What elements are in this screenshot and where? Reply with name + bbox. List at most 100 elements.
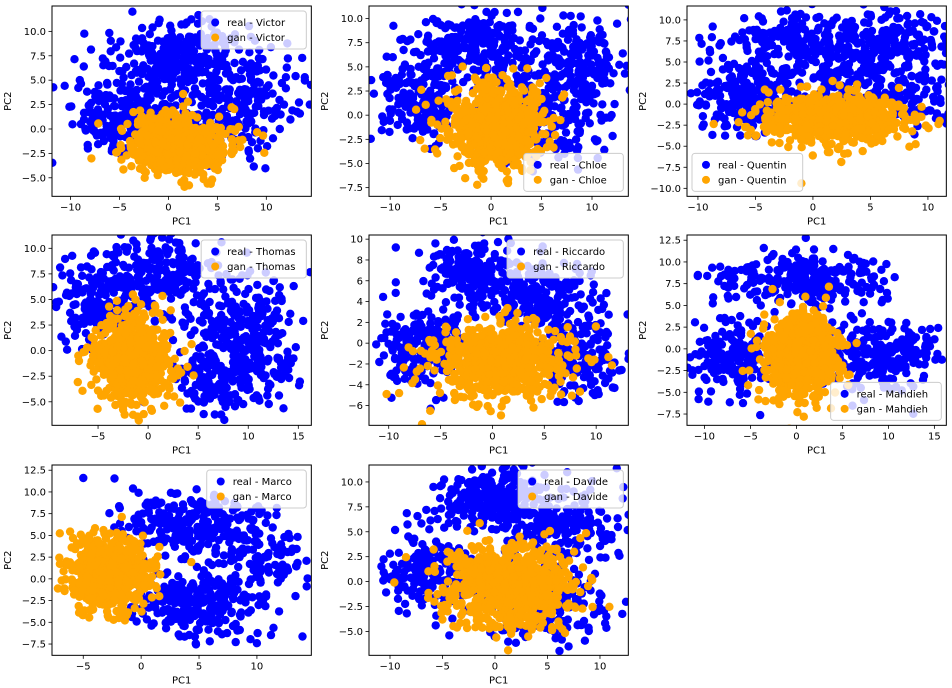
scatter-point xyxy=(859,18,869,27)
scatter-point xyxy=(844,78,854,87)
scatter-point xyxy=(183,97,193,106)
scatter-point xyxy=(796,135,806,145)
scatter-point xyxy=(250,80,259,89)
scatter-point xyxy=(102,263,112,272)
scatter-point xyxy=(424,31,433,40)
scatter-point xyxy=(933,119,943,129)
scatter-point xyxy=(514,7,523,17)
scatter-point xyxy=(831,103,841,112)
scatter-point xyxy=(529,84,539,93)
scatter-point xyxy=(879,5,889,12)
scatter-point xyxy=(235,91,245,100)
scatter-point xyxy=(489,121,499,131)
scatter-point xyxy=(74,320,84,330)
y-tick-label: 2.5 xyxy=(30,100,46,111)
scatter-point xyxy=(467,47,476,56)
scatter-point xyxy=(198,79,207,88)
scatter-point xyxy=(228,75,238,85)
scatter-point xyxy=(596,110,606,120)
scatter-point xyxy=(948,112,952,120)
scatter-point xyxy=(204,99,213,109)
chart-quentin: −10 −5 0 5 1010.07.55.02.50.0−2.5−5.0−7.5−10… xyxy=(638,5,952,227)
scatter-point xyxy=(835,81,844,90)
scatter-point xyxy=(808,151,817,160)
scatter-point xyxy=(780,78,790,87)
scatter-point xyxy=(489,52,499,61)
scatter-point xyxy=(833,45,842,54)
subplot-chloe: −10 −5 0 5 10 10.0 7.5 5.0 2.5 0.0 −2.5 −5.0 −7.5 PC1… xyxy=(317,0,634,233)
scatter-point xyxy=(460,36,469,45)
scatter-point xyxy=(142,291,151,300)
scatter-point xyxy=(218,285,228,294)
scatter-point xyxy=(420,144,430,153)
scatter-point xyxy=(181,279,191,288)
scatter-point xyxy=(151,137,160,147)
scatter-point xyxy=(929,27,938,36)
scatter-point xyxy=(108,61,117,71)
scatter-point xyxy=(214,112,224,121)
scatter-point xyxy=(542,37,551,47)
scatter-point xyxy=(592,137,601,146)
scatter-point xyxy=(213,63,223,72)
scatter-point xyxy=(517,83,527,92)
scatter-point xyxy=(385,105,395,114)
x-axis-label: PC1 xyxy=(489,216,508,227)
scatter-point xyxy=(598,79,607,88)
scatter-point xyxy=(245,109,254,118)
scatter-point xyxy=(899,36,909,46)
scatter-point xyxy=(525,21,535,31)
scatter-point xyxy=(463,73,473,82)
scatter-point xyxy=(275,124,284,134)
scatter-point xyxy=(106,36,115,45)
scatter-point xyxy=(138,164,147,173)
scatter-point xyxy=(189,298,198,307)
scatter-point xyxy=(154,18,163,28)
scatter-point xyxy=(422,17,431,27)
y-tick-label: 7.5 xyxy=(665,36,681,47)
scatter-point xyxy=(472,55,481,65)
scatter-point xyxy=(735,95,745,105)
scatter-point xyxy=(473,84,482,93)
scatter-point xyxy=(105,93,114,103)
scatter-point xyxy=(762,58,771,68)
scatter-point xyxy=(797,68,806,77)
scatter-point xyxy=(51,83,58,92)
scatter-point xyxy=(183,140,192,149)
scatter-point xyxy=(564,35,573,44)
scatter-point xyxy=(186,261,196,271)
scatter-point xyxy=(694,33,704,43)
scatter-point xyxy=(86,251,96,261)
scatter-point xyxy=(894,83,903,93)
scatter-point xyxy=(69,301,78,310)
scatter-point xyxy=(513,158,523,168)
scatter-point xyxy=(701,78,710,87)
scatter-point xyxy=(750,107,760,116)
scatter-point xyxy=(769,49,779,59)
scatter-point xyxy=(870,107,879,116)
scatter-point xyxy=(166,110,175,119)
scatter-point xyxy=(172,154,182,164)
scatter-point xyxy=(414,62,424,71)
scatter-point xyxy=(131,34,141,43)
y-tick-label: −7.5 xyxy=(339,183,363,194)
scatter-point xyxy=(156,56,165,66)
scatter-point xyxy=(847,16,856,26)
scatter-point xyxy=(858,146,867,156)
scatter-point xyxy=(528,35,538,44)
scatter-point xyxy=(268,89,277,98)
scatter-point xyxy=(426,86,435,95)
scatter-point xyxy=(936,75,946,84)
scatter-point xyxy=(535,78,545,88)
x-axis-label: PC1 xyxy=(172,216,191,227)
scatter-point xyxy=(120,86,130,95)
scatter-point xyxy=(288,106,297,115)
scatter-point xyxy=(530,113,539,122)
scatter-point xyxy=(394,99,403,109)
scatter-point xyxy=(501,101,510,111)
scatter-point xyxy=(856,55,865,64)
scatter-point xyxy=(135,106,145,115)
scatter-point xyxy=(832,66,842,76)
scatter-point xyxy=(523,135,532,144)
scatter-point xyxy=(734,117,743,127)
